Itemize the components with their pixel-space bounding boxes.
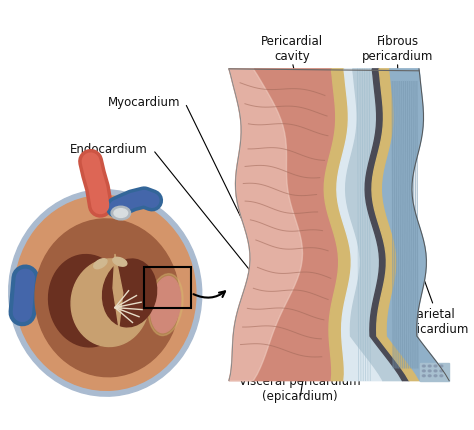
Polygon shape [229, 69, 338, 381]
Polygon shape [324, 69, 351, 381]
Ellipse shape [428, 365, 431, 367]
Text: Pericardial
cavity: Pericardial cavity [261, 35, 323, 63]
Ellipse shape [422, 370, 425, 372]
Ellipse shape [114, 209, 128, 218]
Ellipse shape [48, 255, 127, 347]
Ellipse shape [111, 206, 130, 220]
Polygon shape [372, 69, 420, 381]
Ellipse shape [151, 276, 181, 333]
Polygon shape [383, 69, 449, 381]
Polygon shape [346, 69, 402, 381]
Ellipse shape [440, 375, 443, 377]
Ellipse shape [148, 273, 183, 335]
Ellipse shape [434, 370, 437, 372]
Ellipse shape [422, 375, 425, 377]
Text: Myocardium: Myocardium [108, 96, 180, 110]
Ellipse shape [71, 259, 149, 347]
Ellipse shape [440, 370, 443, 372]
Ellipse shape [35, 219, 179, 377]
Text: Fibrous
pericardium: Fibrous pericardium [362, 35, 433, 63]
Polygon shape [229, 69, 302, 381]
Text: Endocardium: Endocardium [70, 143, 148, 156]
Text: Parietal
pericardium: Parietal pericardium [398, 307, 469, 335]
Ellipse shape [113, 257, 127, 266]
Ellipse shape [422, 365, 425, 367]
Ellipse shape [434, 365, 437, 367]
FancyBboxPatch shape [420, 363, 449, 381]
Ellipse shape [9, 190, 202, 396]
Ellipse shape [15, 196, 196, 390]
Ellipse shape [428, 375, 431, 377]
Ellipse shape [94, 259, 107, 269]
Bar [144, 267, 191, 307]
Polygon shape [113, 254, 123, 327]
Ellipse shape [428, 370, 431, 372]
Polygon shape [365, 69, 409, 381]
Polygon shape [337, 69, 383, 381]
Text: Visceral pericardium
(epicardium): Visceral pericardium (epicardium) [239, 375, 361, 403]
Ellipse shape [434, 375, 437, 377]
Ellipse shape [102, 259, 156, 327]
Ellipse shape [440, 365, 443, 367]
